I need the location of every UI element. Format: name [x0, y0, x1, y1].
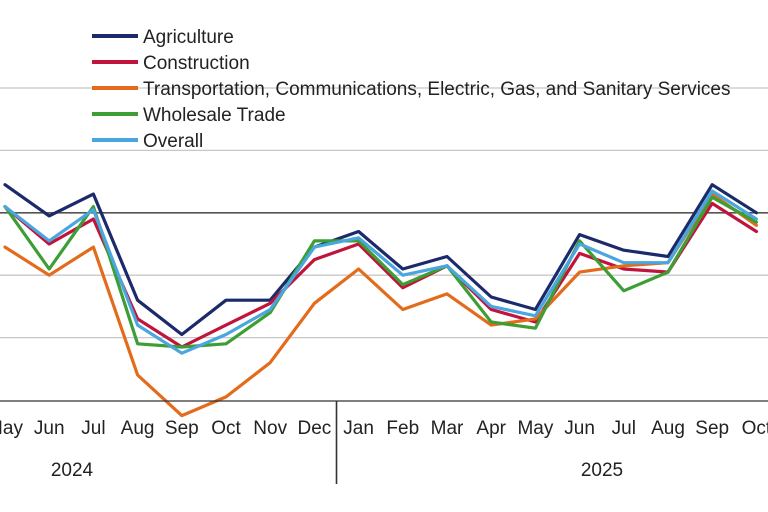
- year-label-2024: 2024: [51, 460, 94, 481]
- legend-label-overall: Overall: [143, 131, 203, 152]
- year-label-2025: 2025: [581, 460, 623, 481]
- x-tick-label: Jul: [81, 418, 105, 439]
- legend: Agriculture Construction Transportation, C…: [92, 27, 730, 152]
- x-tick-label: Aug: [121, 418, 155, 439]
- legend-label-transportation: Transportation, Communications, Electric…: [143, 79, 730, 100]
- series-line-wholesale-trade: [3, 195, 759, 349]
- series-line-transportation: [3, 192, 759, 418]
- x-tick-label: Sep: [695, 418, 729, 439]
- x-tick-label: Jan: [343, 418, 374, 439]
- x-tick-label: Aug: [651, 418, 685, 439]
- series-layer: [3, 183, 759, 418]
- legend-label-construction: Construction: [143, 53, 250, 74]
- x-tick-label: Jun: [564, 418, 595, 439]
- x-tick-label: Mar: [431, 418, 464, 439]
- legend-label-wholesale-trade: Wholesale Trade: [143, 105, 286, 126]
- x-tick-label: Jul: [612, 418, 636, 439]
- x-tick-label: Apr: [476, 418, 506, 439]
- x-tick-label: Jun: [34, 418, 65, 439]
- series-line-agriculture: [3, 183, 759, 337]
- x-tick-label: May: [0, 418, 23, 439]
- x-tick-label: Nov: [253, 418, 287, 439]
- x-tick-label: Dec: [298, 418, 332, 439]
- x-tick-label: Oct: [742, 418, 768, 439]
- series-line-overall: [3, 189, 759, 355]
- x-axis: May Jun Jul Aug Sep Oct Nov Dec Jan Feb Mar Apr May J…: [0, 400, 768, 484]
- legend-label-agriculture: Agriculture: [143, 27, 234, 48]
- x-tick-label: Oct: [211, 418, 241, 439]
- x-tick-label: May: [517, 418, 553, 439]
- x-tick-label: Sep: [165, 418, 199, 439]
- x-tick-label: Feb: [386, 418, 419, 439]
